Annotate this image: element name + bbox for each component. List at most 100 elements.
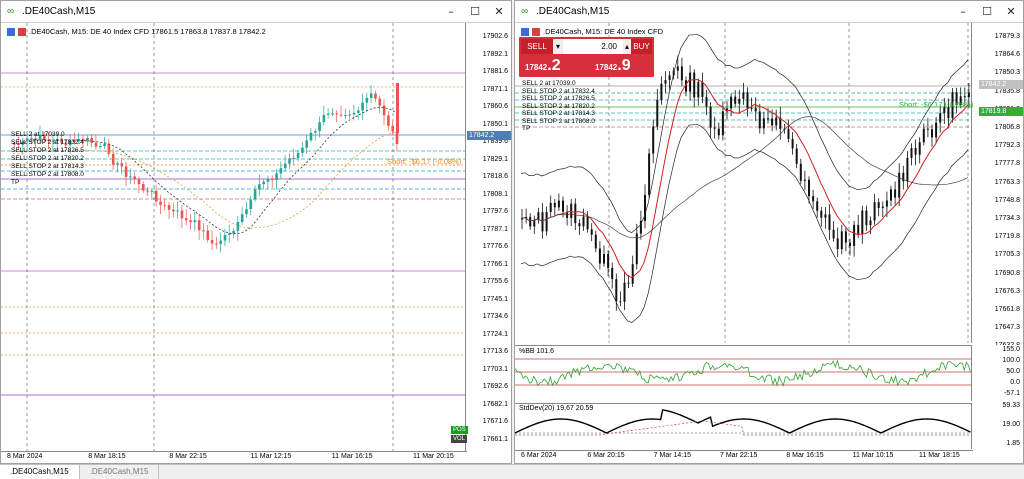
left-price-axis[interactable]: 17902.6 17892.1 17881.6 17871.1 17860.6 17850… xyxy=(465,23,511,451)
long-moving-average xyxy=(520,116,969,239)
bb-axis[interactable]: 155.0 100.0 50.0 0.0 -57.1 xyxy=(971,345,1023,401)
time-tick-label: 11 Mar 12:15 xyxy=(250,453,292,460)
candle-body xyxy=(775,117,778,126)
lot-decrease-button[interactable]: ▾ xyxy=(553,39,563,54)
close-button[interactable]: ✕ xyxy=(1006,5,1016,18)
candle-body xyxy=(314,131,317,133)
tab-chart-1[interactable]: .DE40Cash,M15 xyxy=(0,465,80,479)
candle-body xyxy=(902,172,905,182)
close-button[interactable]: ✕ xyxy=(494,5,504,18)
candle-body xyxy=(586,216,589,230)
right-titlebar[interactable]: ∞ .DE40Cash,M15 – ☐ ✕ xyxy=(515,1,1023,23)
price-tick-label: 17850.1 xyxy=(482,120,508,128)
candle-body xyxy=(34,138,38,140)
candle-body xyxy=(910,148,913,158)
candle-body xyxy=(689,72,692,92)
time-tick-label: 11 Mar 18:15 xyxy=(919,452,960,459)
price-tick-label: 100.0 xyxy=(1002,357,1020,364)
lot-size-input[interactable]: 2.00 xyxy=(563,39,623,54)
candle-body xyxy=(828,214,831,230)
candle-body xyxy=(154,190,158,202)
candle-body xyxy=(249,199,253,210)
buy-button[interactable]: BUY xyxy=(631,39,652,54)
candle-body xyxy=(120,163,124,167)
bollinger-upper xyxy=(520,34,969,233)
price-tick-label: 17766.1 xyxy=(482,260,508,268)
stddev-axis[interactable]: 59.33 19.00 1.85 xyxy=(971,402,1023,449)
right-chart-window[interactable]: ∞ .DE40Cash,M15 – ☐ ✕ .DE40Cash, M15: DE… xyxy=(514,0,1024,464)
price-tick-label: 17734.3 xyxy=(994,215,1020,222)
order-label: SELL STOP 2 at 17826.5 xyxy=(11,147,84,154)
price-tick-label: 17806.8 xyxy=(994,124,1020,131)
minimize-button[interactable]: – xyxy=(960,5,966,18)
candle-body xyxy=(795,148,798,164)
left-time-axis[interactable]: 8 Mar 2024 8 Mar 18:15 8 Mar 22:15 11 Mar 1… xyxy=(1,451,467,463)
order-label: SELL STOP 2 at 17814.3 xyxy=(522,110,595,117)
tab-chart-2[interactable]: .DE40Cash,M15 xyxy=(80,465,160,479)
candle-body xyxy=(881,206,884,208)
pos-badge: POS xyxy=(451,426,468,434)
candle-body xyxy=(562,200,564,212)
right-price-axis[interactable]: 17879.317864.617850.317835.817821.217806… xyxy=(971,23,1023,349)
buy-price[interactable]: 17842.9 xyxy=(595,57,631,75)
candle-body xyxy=(326,113,330,115)
price-tick-label: 17818.6 xyxy=(482,173,508,180)
candle-body xyxy=(832,229,835,239)
candle-body xyxy=(352,112,356,115)
left-titlebar[interactable]: ∞ .DE40Cash,M15 – ☐ ✕ xyxy=(1,1,511,23)
left-price-plot[interactable] xyxy=(1,23,467,451)
sell-button[interactable]: SELL xyxy=(521,39,553,54)
price-tick-label: 17808.1 xyxy=(482,190,508,198)
candle-body xyxy=(627,282,630,284)
candle-body xyxy=(51,140,55,142)
candle-body xyxy=(43,134,46,140)
sell-price-main: 17842 xyxy=(525,63,548,72)
right-time-axis[interactable]: 6 Mar 2024 6 Mar 20:15 7 Mar 14:15 7 Mar 22… xyxy=(515,450,973,462)
minimize-button[interactable]: – xyxy=(448,5,454,18)
chart-icon: ∞ xyxy=(521,5,529,17)
price-tick-label: 17776.6 xyxy=(482,243,508,250)
candle-body xyxy=(64,142,68,146)
one-click-trading-panel[interactable]: SELL ▾ 2.00 ▴ BUY 17842.2 17842.9 xyxy=(519,37,654,77)
candle-body xyxy=(86,137,89,142)
candle-body xyxy=(305,140,308,148)
candle-body xyxy=(840,231,843,250)
right-price-plot[interactable] xyxy=(515,23,973,343)
candle-body xyxy=(697,81,700,98)
candle-body xyxy=(266,179,270,182)
candle-body xyxy=(812,196,815,202)
candle-body xyxy=(590,229,593,235)
maximize-button[interactable]: ☐ xyxy=(982,5,992,18)
price-tick-label: 17871.1 xyxy=(482,85,508,93)
order-label: SELL STOP 2 at 17808.0 xyxy=(522,117,595,125)
order-label: SELL 2 at 17039.0 xyxy=(11,131,65,138)
price-tick-label: 17835.8 xyxy=(994,87,1020,95)
maximize-button[interactable]: ☐ xyxy=(470,5,480,18)
symbol-icon xyxy=(7,27,15,36)
candle-body xyxy=(219,240,222,244)
stddev-indicator-plot[interactable] xyxy=(515,403,973,449)
candle-body xyxy=(767,118,769,120)
candle-body xyxy=(344,114,347,116)
left-chart-window[interactable]: ∞ .DE40Cash,M15 – ☐ ✕ .DE40Cash, M15: DE… xyxy=(0,0,512,464)
candle-body xyxy=(914,148,917,155)
bb-indicator-plot[interactable] xyxy=(515,345,973,401)
candle-body xyxy=(25,138,29,141)
candle-body xyxy=(844,231,847,243)
vol-badge: VOL xyxy=(451,435,468,443)
time-tick-label: 6 Mar 20:15 xyxy=(587,452,625,459)
candle-body xyxy=(713,127,716,129)
candle-body xyxy=(791,138,794,149)
sell-price[interactable]: 17842.2 xyxy=(525,57,561,75)
candle-body xyxy=(853,224,856,247)
price-tick-label: 17881.6 xyxy=(482,68,508,75)
candle-body xyxy=(631,264,634,284)
price-tick-label: 17748.8 xyxy=(994,196,1020,204)
candle-body xyxy=(578,223,581,227)
price-tick-label: 17829.1 xyxy=(482,155,508,163)
candle-body xyxy=(318,122,321,132)
price-tick-label: 17755.6 xyxy=(482,278,508,285)
lot-increase-button[interactable]: ▴ xyxy=(623,39,631,54)
candle-body xyxy=(557,200,560,208)
candle-body xyxy=(603,254,605,264)
